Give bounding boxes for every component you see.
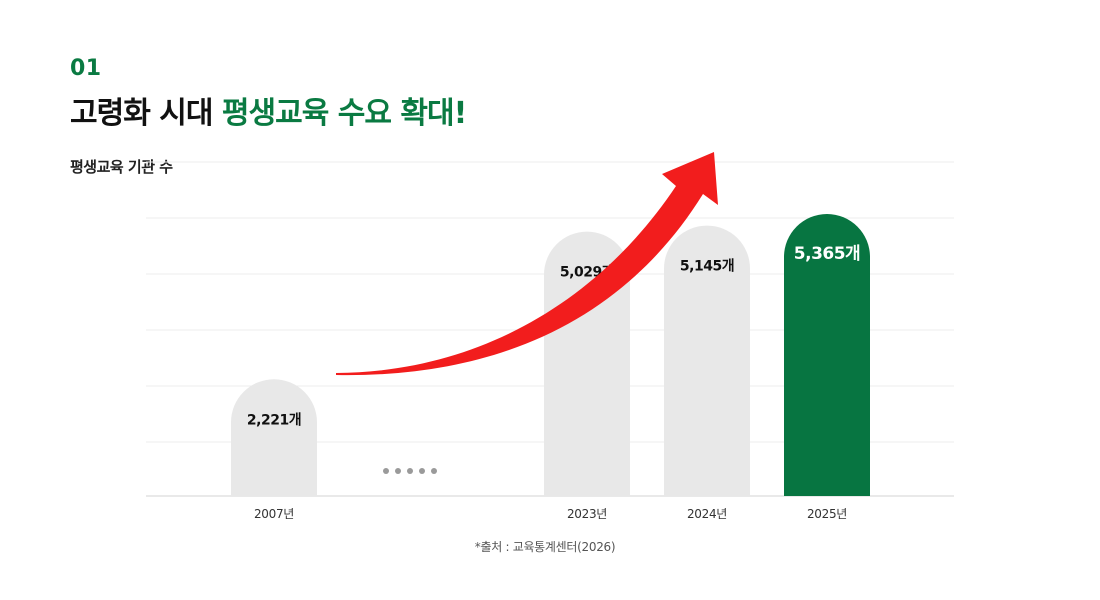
gap-dot [395, 468, 401, 474]
gap-dot [419, 468, 425, 474]
source-note: *출처 : 교육통계센터(2026) [474, 540, 616, 554]
data-label: 2,221개 [247, 412, 301, 428]
x-tick-label: 2023년 [567, 507, 607, 521]
gap-dot [407, 468, 413, 474]
bar-2007년 [231, 379, 317, 496]
bar-2025년 [784, 214, 870, 496]
title-highlight: 평생교육 수요 확대! [221, 96, 467, 131]
title-prefix: 고령화 시대 [70, 96, 222, 131]
page-title: 고령화 시대 평생교육 수요 확대! [70, 88, 467, 132]
gap-dot [431, 468, 437, 474]
x-tick-label: 2007년 [254, 507, 294, 521]
trend-arrow-icon [336, 152, 718, 376]
gap-dot [383, 468, 389, 474]
data-label: 5,365개 [794, 244, 860, 264]
x-tick-label: 2025년 [807, 507, 847, 521]
x-tick-label: 2024년 [687, 507, 727, 521]
bar-2024년 [664, 225, 750, 496]
section-number: 01 [70, 56, 102, 81]
data-label: 5,145개 [680, 259, 734, 275]
